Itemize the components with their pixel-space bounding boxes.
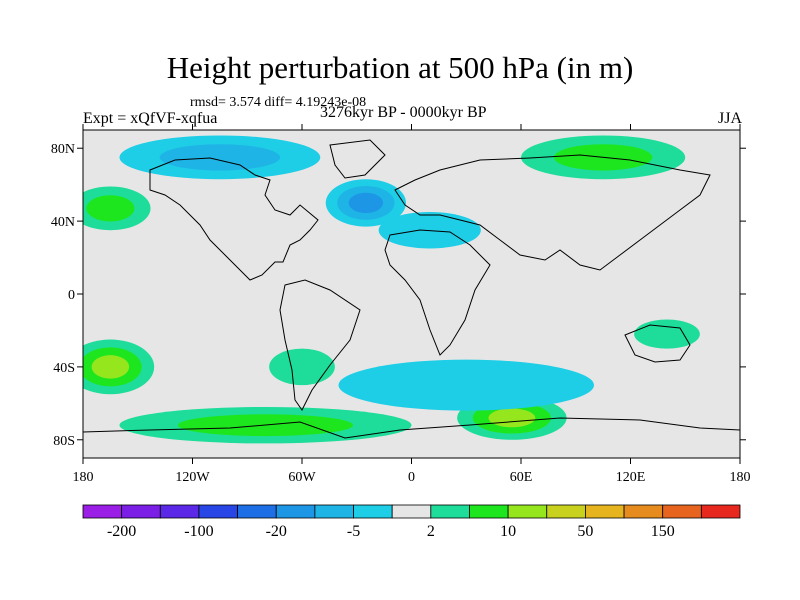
colorbar-label: 2 (427, 523, 435, 540)
coast-eurasia (394, 154, 711, 271)
anomaly-contour (348, 192, 384, 214)
colorbar-swatch (623, 504, 664, 519)
anomaly-contour (634, 319, 700, 349)
coast-australia (624, 324, 691, 363)
colorbar-swatch (198, 504, 238, 519)
colorbar: -200 -100 -20 -5 2 10 50 150 (82, 504, 741, 540)
season-label: JJA (717, 110, 742, 127)
time-range-label: 3276kyr BP - 0000kyr BP (320, 104, 487, 121)
chart-title: Height perturbation at 500 hPa (in m) (166, 50, 634, 85)
y-tick-label: 40S (53, 361, 75, 376)
colorbar-swatch (121, 504, 161, 519)
x-tick-label: 60W (288, 470, 316, 485)
anomaly-contour (488, 408, 536, 428)
colorbar-swatch (469, 504, 509, 519)
colorbar-swatch (430, 504, 470, 519)
coast-antarctica (83, 417, 740, 439)
colorbar-label: 10 (500, 523, 516, 540)
colorbar-swatch (585, 504, 625, 519)
colorbar-label: -20 (266, 523, 287, 540)
anomaly-region (338, 359, 594, 411)
anomaly-region (119, 135, 321, 180)
y-tick-label: 0 (68, 288, 75, 303)
colorbar-label: -200 (107, 523, 136, 540)
y-tick-label: 80S (53, 434, 75, 449)
colorbar-swatch (353, 504, 393, 519)
coast-greenland (329, 139, 386, 179)
y-tick-label: 40N (51, 215, 75, 230)
x-tick-label: 0 (408, 470, 415, 485)
colorbar-swatch (546, 504, 586, 519)
colorbar-swatch (314, 504, 354, 519)
colorbar-swatch (507, 504, 548, 519)
plot-background (83, 130, 740, 458)
y-tick-label: 80N (51, 142, 75, 157)
coast-south-america (279, 279, 361, 411)
anomaly-contour (159, 144, 281, 171)
coastlines (83, 139, 740, 439)
anomaly-region (269, 348, 335, 386)
colorbar-label: 50 (577, 523, 593, 540)
colorbar-label: 150 (651, 523, 675, 540)
y-axis: 80N 40N 0 40S 80S (51, 142, 746, 449)
x-axis: 180 120W 60W 0 60E 120E 180 (73, 124, 751, 485)
coast-north-america (149, 157, 319, 281)
anomaly-contour (91, 355, 130, 379)
colorbar-swatch (275, 504, 316, 519)
colorbar-swatch (391, 504, 432, 519)
anomaly-contour (86, 195, 135, 222)
anomaly-region (83, 339, 155, 395)
x-tick-label: 180 (73, 470, 94, 485)
x-tick-label: 180 (730, 470, 751, 485)
x-tick-label: 60E (510, 470, 533, 485)
chart-subtitle: rmsd= 3.574 diff= 4.19243e-08 (190, 95, 367, 110)
colorbar-label: -5 (347, 523, 360, 540)
colorbar-swatch (159, 504, 200, 519)
colorbar-swatch (237, 504, 277, 519)
anomaly-layer (83, 135, 700, 444)
anomaly-contour (338, 359, 594, 411)
x-tick-label: 120E (616, 470, 646, 485)
x-tick-label: 120W (175, 470, 210, 485)
anomaly-region (325, 179, 407, 227)
colorbar-swatch (82, 504, 123, 519)
colorbar-swatch (662, 504, 702, 519)
anomaly-region (634, 319, 700, 349)
anomaly-region (83, 186, 151, 231)
colorbar-swatch (700, 504, 741, 519)
colorbar-label: -100 (184, 523, 213, 540)
experiment-label: Expt = xQfVF-xqfua (83, 110, 218, 127)
coast-africa (384, 229, 491, 356)
anomaly-contour (269, 348, 335, 386)
